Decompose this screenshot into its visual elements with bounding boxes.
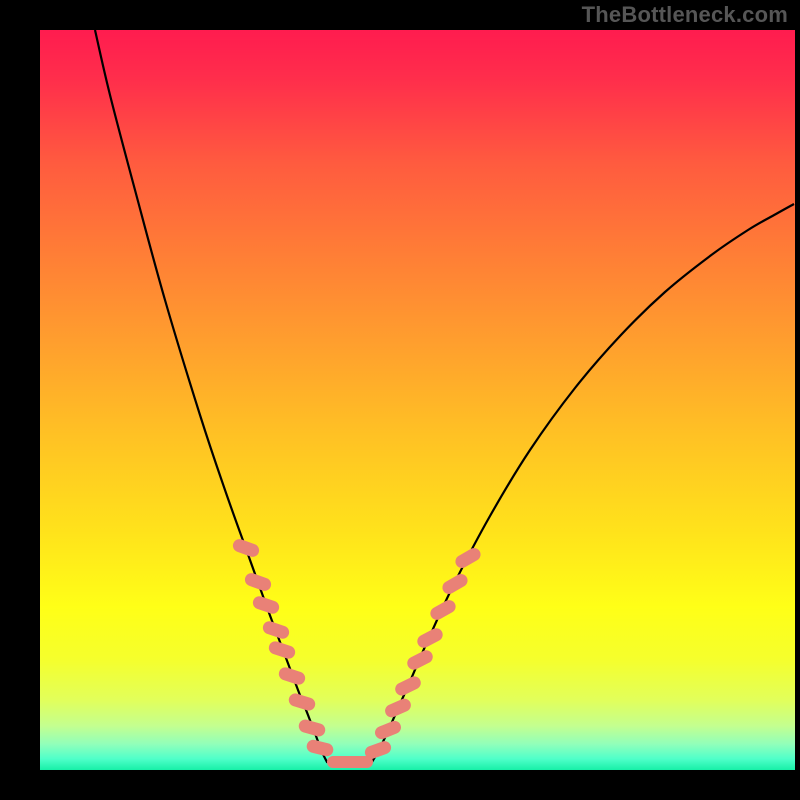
- curve-marker-bottom: [327, 756, 373, 768]
- chart-stage: TheBottleneck.com: [0, 0, 800, 800]
- chart-svg: [0, 0, 800, 800]
- watermark-text: TheBottleneck.com: [582, 2, 788, 28]
